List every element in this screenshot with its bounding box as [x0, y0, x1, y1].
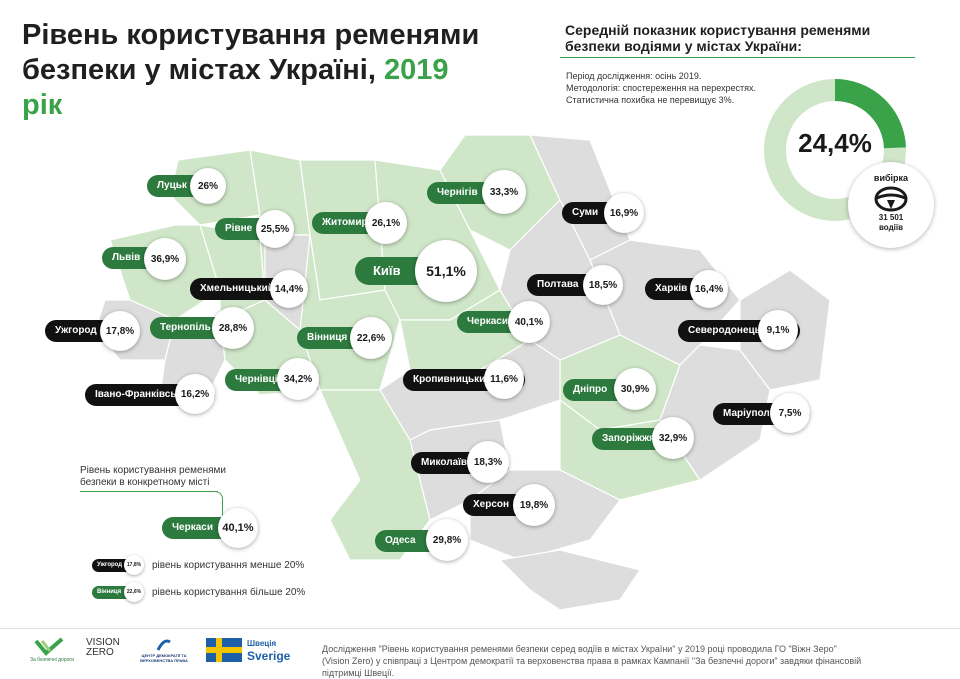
- city-value: 33,3%: [482, 170, 526, 214]
- legend-below-value: 17,8%: [124, 555, 144, 575]
- legend-connector: [215, 491, 223, 523]
- city-value: 29,8%: [426, 519, 468, 561]
- footer-divider: [0, 628, 960, 629]
- city-value: 16,2%: [175, 374, 215, 414]
- meta-method: Методологія: спостереження на перехрестя…: [566, 83, 757, 93]
- title-line-2: безпеки у містах Україні,: [22, 54, 376, 86]
- legend-above-text: рівень користування більше 20%: [152, 587, 306, 598]
- checkmark-logo-icon: [34, 637, 64, 656]
- city-value: 7,5%: [770, 393, 810, 433]
- page-title: Рівень користування ременями безпеки у м…: [22, 18, 492, 123]
- democracy-center-logo: ЦЕНТР ДЕМОКРАТІЇ ТА ВЕРХОВЕНСТВА ПРАВА: [138, 636, 190, 663]
- city-value: 40,1%: [508, 301, 550, 343]
- vision-zero-logo: VISION ZERO: [86, 638, 120, 658]
- center-logo-icon: [156, 639, 171, 651]
- legend-above-value: 22,6%: [124, 582, 144, 602]
- sample-label: вибірка: [873, 173, 909, 183]
- city-value: 9,1%: [758, 310, 798, 350]
- legend-title: Рівень користування ременями безпеки в к…: [80, 465, 227, 488]
- sweden-label-2: Sverige: [247, 649, 291, 663]
- meta-period: Період дослідження: осінь 2019.: [566, 71, 702, 81]
- city-value: 32,9%: [652, 417, 694, 459]
- city-value: 25,5%: [256, 210, 294, 248]
- average-value: 24,4%: [798, 128, 872, 158]
- donut-arc: [764, 79, 906, 221]
- region-crimea: [498, 549, 641, 611]
- divider: [560, 57, 915, 58]
- logo1-text: За безпечні дороги: [29, 657, 75, 663]
- logo3-text: ЦЕНТР ДЕМОКРАТІЇ ТА ВЕРХОВЕНСТВА ПРАВА: [140, 653, 188, 663]
- city-value: 28,8%: [212, 307, 254, 349]
- city-value: 30,9%: [614, 368, 656, 410]
- city-value: 16,4%: [690, 270, 728, 308]
- sweden-flag-icon: [206, 638, 242, 662]
- city-value: 26%: [190, 168, 226, 204]
- logo2-line2: ZERO: [86, 647, 114, 658]
- logo2-line1: VISION: [86, 637, 120, 648]
- city-value: 36,9%: [144, 238, 186, 280]
- city-value: 11,6%: [484, 359, 524, 399]
- safe-roads-logo: За безпечні дороги: [22, 637, 78, 667]
- title-line-1: Рівень користування ременями: [22, 19, 480, 51]
- sweden-label-1: Швеція: [247, 639, 277, 648]
- study-meta: Період дослідження: осінь 2019. Методоло…: [566, 70, 756, 106]
- legend-divider: [80, 491, 218, 492]
- footer-text: Дослідження "Рівень користування ременям…: [322, 644, 862, 678]
- city-value: 19,8%: [513, 484, 555, 526]
- meta-error: Статистична похибка не перевищує 3%.: [566, 95, 735, 105]
- sample-badge: вибірка 31 501 водіїв: [848, 162, 934, 248]
- city-value: 22,6%: [350, 317, 392, 359]
- steering-wheel-icon: [874, 186, 908, 212]
- city-value: 17,8%: [100, 311, 140, 351]
- sample-count: 31 501: [878, 213, 904, 222]
- city-value: 16,9%: [604, 193, 644, 233]
- average-donut: [764, 79, 906, 221]
- legend-below-text: рівень користування менше 20%: [152, 560, 305, 571]
- sample-unit: водіїв: [878, 223, 904, 232]
- average-title: Середній показник користування ременями …: [565, 22, 871, 54]
- legend-example-value: 40,1%: [218, 508, 258, 548]
- city-value: 26,1%: [365, 202, 407, 244]
- sweden-logo: Швеція Sverige: [206, 638, 290, 667]
- city-value: 51,1%: [415, 240, 477, 302]
- title-year: 2019 рік: [22, 54, 449, 121]
- city-value: 34,2%: [277, 358, 319, 400]
- city-value: 18,5%: [583, 265, 623, 305]
- city-value: 14,4%: [270, 270, 308, 308]
- city-value: 18,3%: [467, 441, 509, 483]
